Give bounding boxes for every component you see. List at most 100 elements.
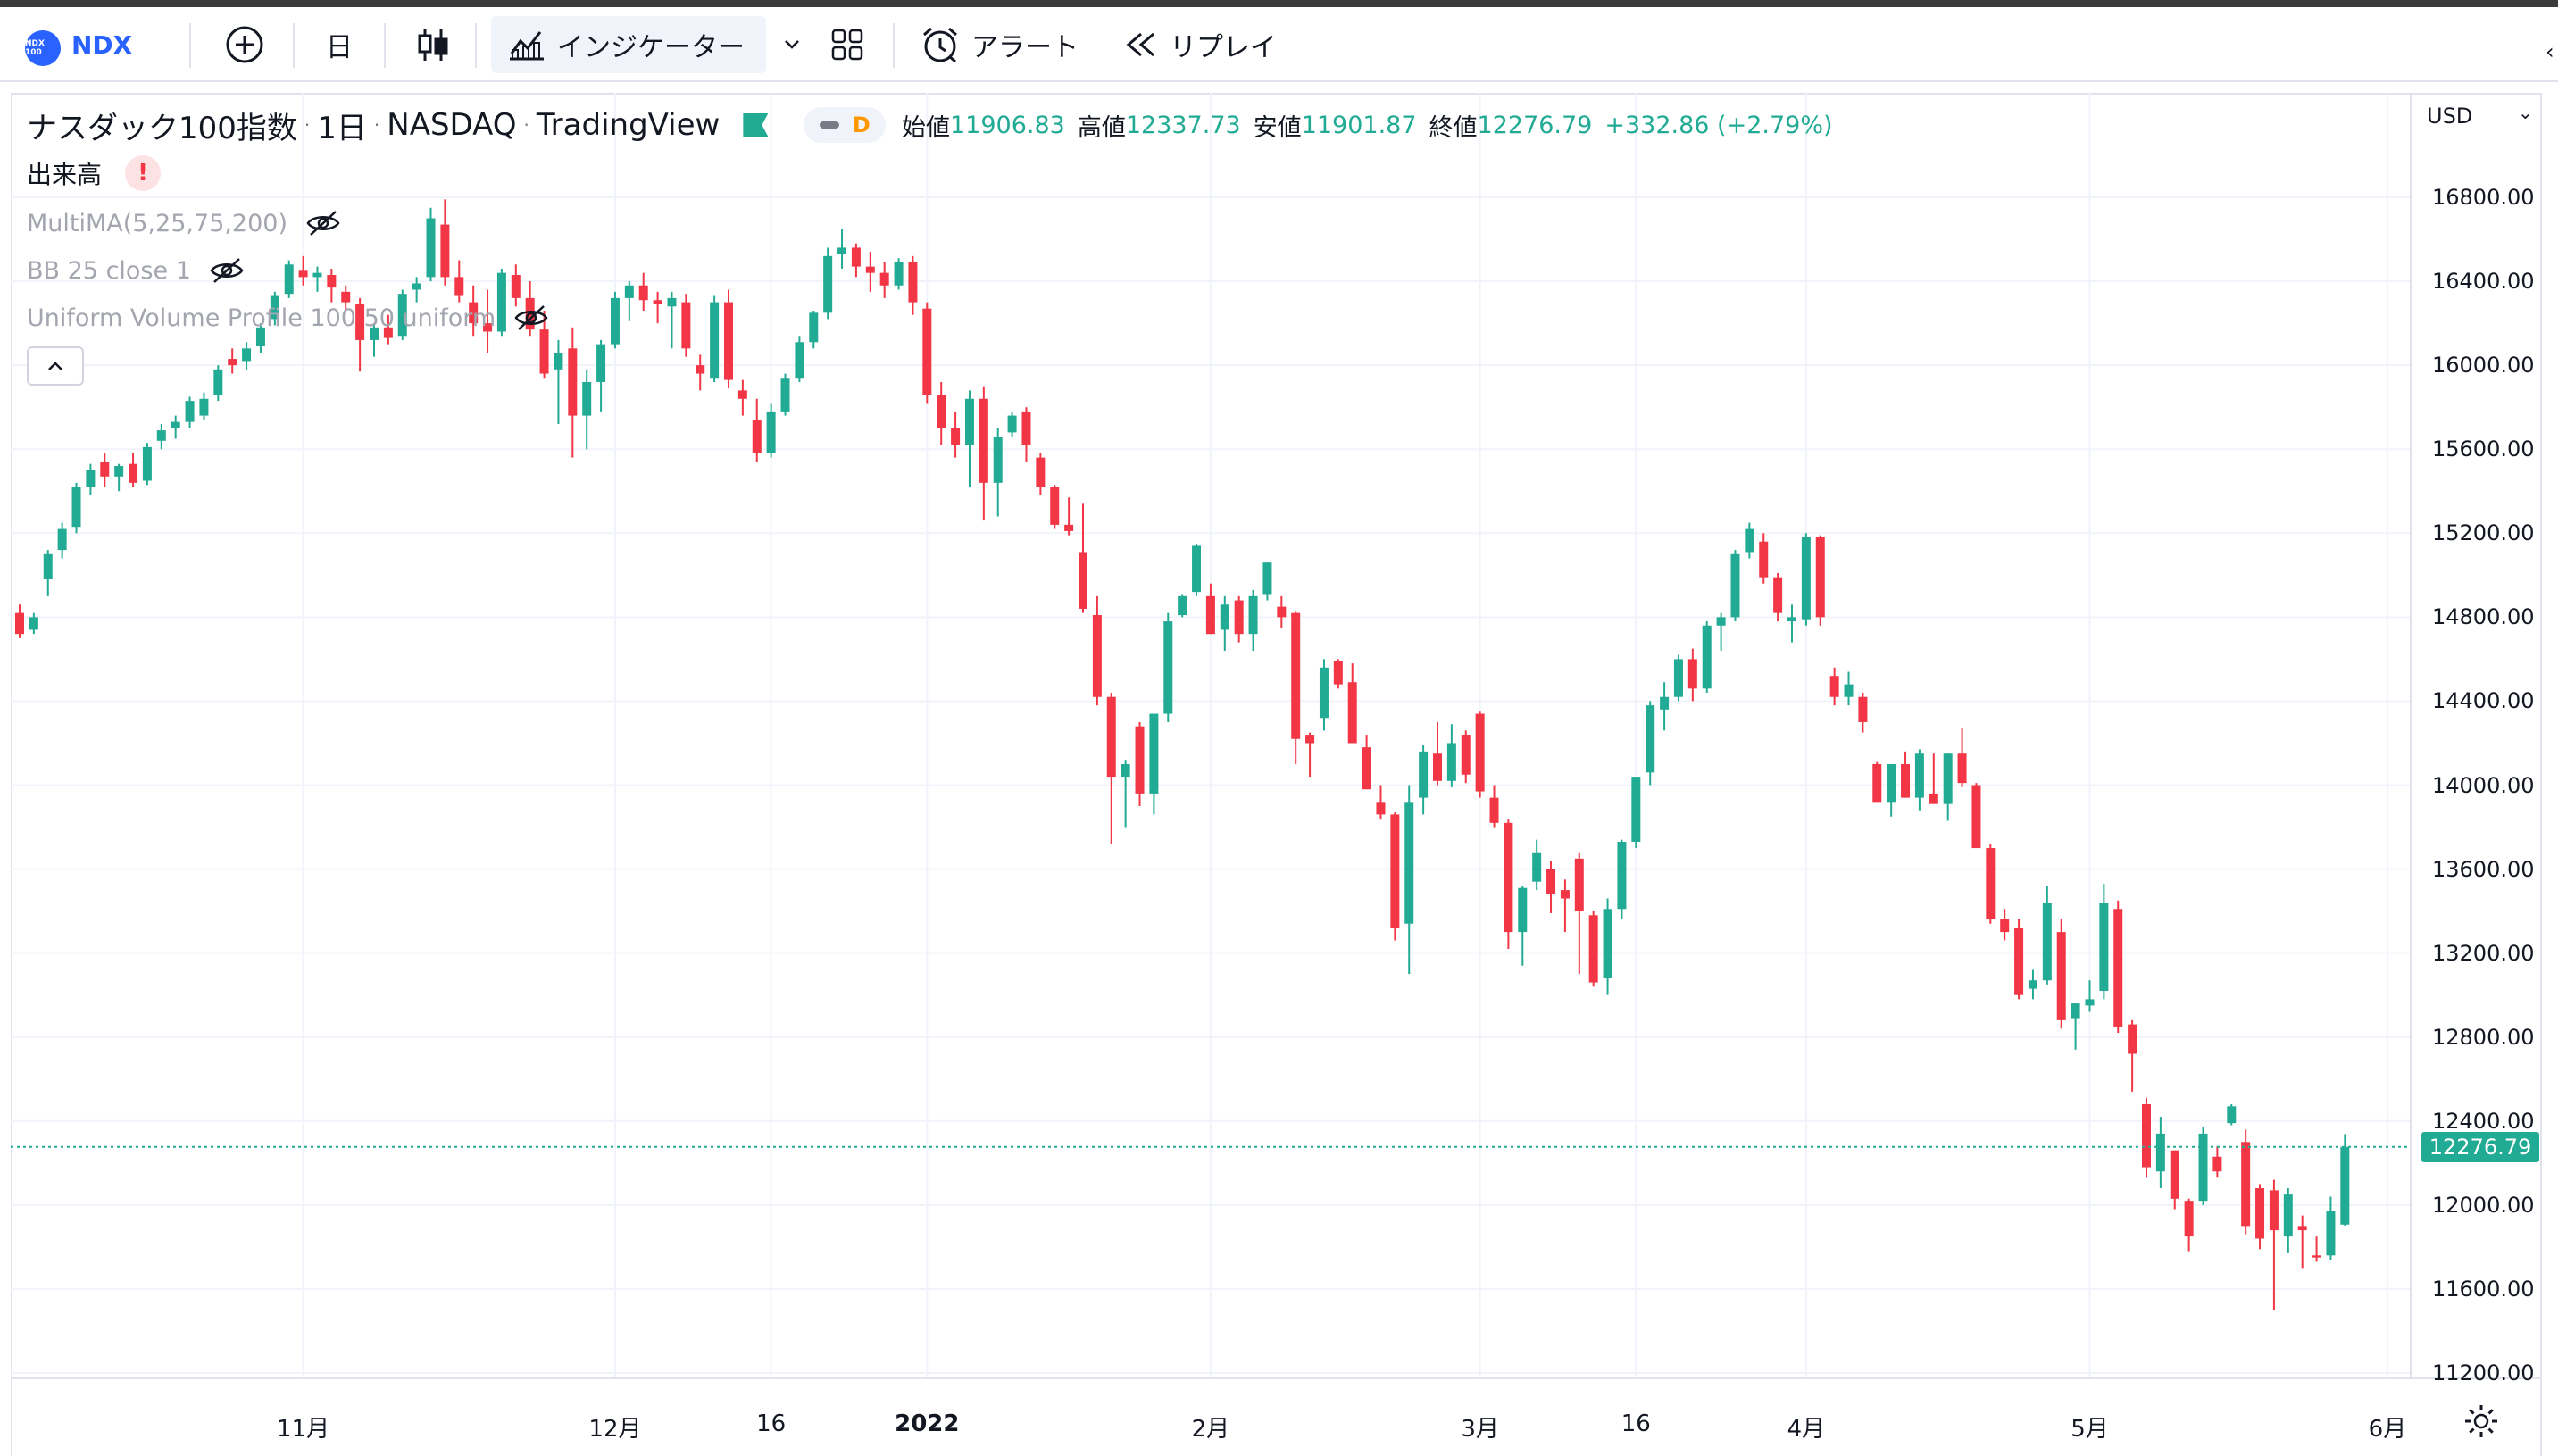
- candle-body: [1887, 763, 1896, 803]
- time-tick-label: 2022: [895, 1410, 960, 1437]
- indicator-legend-volume-profile[interactable]: Uniform Volume Profile 100 50 uniform: [27, 298, 549, 337]
- candle: [2128, 1019, 2137, 1092]
- candle: [1943, 753, 1953, 821]
- candle-body: [993, 437, 1003, 483]
- candle-body: [142, 446, 152, 481]
- candle: [440, 199, 450, 286]
- candle-body: [1787, 617, 1796, 622]
- last-price-label: 12276.79: [2421, 1131, 2539, 1162]
- chart-pane[interactable]: [11, 93, 2542, 1456]
- time-tick-label: 2月: [1191, 1416, 1230, 1443]
- candle-body: [1815, 537, 1825, 618]
- compare-symbol-button[interactable]: [218, 16, 271, 73]
- alert-button[interactable]: アラート: [920, 16, 1079, 73]
- candle-body: [908, 262, 918, 303]
- eye-hidden-icon[interactable]: [209, 257, 245, 284]
- candle: [1262, 562, 1272, 601]
- currency-label[interactable]: USD: [2427, 104, 2473, 129]
- chevron-down-icon[interactable]: ⌄: [2518, 102, 2533, 123]
- candle-body: [1546, 869, 1556, 894]
- candle: [1433, 721, 1442, 786]
- candle-body: [2085, 999, 2095, 1006]
- indicator-templates-button[interactable]: [779, 16, 805, 73]
- candle-body: [1050, 487, 1060, 525]
- candle: [1163, 612, 1173, 722]
- candle: [100, 453, 110, 487]
- eye-hidden-icon[interactable]: [305, 210, 341, 237]
- candle-body: [1532, 852, 1542, 882]
- indicator-label: BB 25 close 1: [27, 256, 191, 285]
- candle-body: [2283, 1194, 2293, 1237]
- candle-body: [2099, 903, 2109, 991]
- open-label: 始値: [902, 113, 950, 142]
- candle-body: [1475, 713, 1485, 792]
- candle: [86, 463, 96, 495]
- symbol-search-button[interactable]: NDX: [71, 29, 133, 60]
- layout-button[interactable]: [825, 16, 870, 73]
- change-value: +332.86 (+2.79%): [1604, 111, 1833, 139]
- candle: [1347, 663, 1357, 744]
- candle: [1192, 544, 1202, 596]
- legend-collapse-button[interactable]: [27, 346, 84, 386]
- candle-body: [667, 297, 677, 307]
- candle: [2028, 969, 2037, 1000]
- eye-hidden-icon[interactable]: [513, 304, 549, 331]
- candle: [653, 291, 662, 324]
- symbol-legend[interactable]: ナスダック100指数 · 1日 · NASDAQ · TradingView D: [27, 104, 887, 146]
- side-panel-arrow-icon[interactable]: ‹: [2546, 39, 2554, 64]
- candle-body: [228, 359, 237, 366]
- volume-legend[interactable]: 出来高 !: [27, 154, 162, 193]
- candle-body: [1716, 617, 1726, 626]
- replay-button[interactable]: リプレイ: [1123, 16, 1277, 73]
- candle: [1362, 735, 1371, 790]
- candle: [937, 381, 946, 445]
- candle: [2184, 1198, 2194, 1252]
- candle-body: [1291, 612, 1301, 739]
- candle: [951, 411, 961, 458]
- candle-body: [1986, 848, 1996, 920]
- candle-body: [1518, 887, 1528, 933]
- candle-body: [638, 285, 648, 301]
- indicator-legend-multima[interactable]: MultiMA(5,25,75,200): [27, 204, 341, 243]
- candle: [370, 323, 379, 357]
- interval-button[interactable]: 日: [326, 32, 353, 63]
- candle: [171, 415, 180, 439]
- candle-body: [1305, 735, 1315, 744]
- indicators-button[interactable]: インジケーター: [491, 16, 766, 73]
- candle-body: [1178, 595, 1187, 616]
- candle: [539, 310, 549, 379]
- volume-label: 出来高: [27, 160, 103, 189]
- price-tick-label: 11600.00: [2432, 1276, 2535, 1302]
- symbol-logo[interactable]: NDX 100: [25, 30, 61, 66]
- candle-body: [199, 398, 209, 416]
- market-status-badge[interactable]: D: [804, 107, 887, 143]
- candle-body: [554, 353, 563, 370]
- candle: [1957, 728, 1967, 787]
- indicator-legend-bb[interactable]: BB 25 close 1: [27, 251, 245, 290]
- candle-body: [1631, 777, 1641, 842]
- gear-icon[interactable]: [2462, 1402, 2501, 1441]
- rewind-icon: [1126, 32, 1154, 57]
- candle-body: [213, 369, 223, 395]
- candle: [57, 522, 67, 559]
- grid-layout-icon: [831, 29, 863, 61]
- candle-body: [1262, 562, 1272, 595]
- candle-body: [1390, 814, 1400, 928]
- candle-body: [1901, 763, 1911, 798]
- candle-body: [355, 304, 365, 340]
- candle-body: [1617, 841, 1627, 910]
- candle: [1135, 721, 1145, 807]
- warning-icon[interactable]: !: [125, 155, 162, 191]
- chart-type-button[interactable]: [411, 16, 455, 73]
- candle-body: [71, 487, 81, 528]
- symbol-title[interactable]: ナスダック100指数: [27, 110, 297, 146]
- candle-body: [1603, 909, 1612, 978]
- candle-body: [1673, 659, 1683, 697]
- candle: [1730, 550, 1740, 622]
- candle-body: [100, 462, 110, 477]
- candle: [2155, 1117, 2165, 1189]
- candle-body: [469, 302, 479, 324]
- flag-icon[interactable]: [743, 113, 769, 137]
- candle: [312, 266, 322, 292]
